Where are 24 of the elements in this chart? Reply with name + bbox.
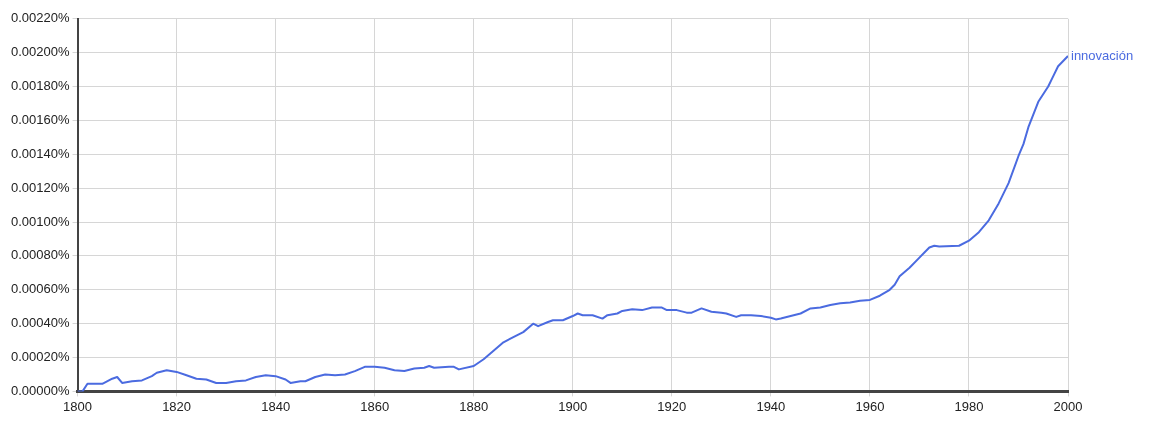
y-tick-label: 0.00120% xyxy=(10,179,70,195)
y-tick-label: 0.00040% xyxy=(10,315,70,331)
y-tick-label: 0.00060% xyxy=(10,281,70,297)
x-tick-label: 1980 xyxy=(954,398,984,414)
x-tick-label: 1960 xyxy=(855,398,885,414)
y-tick-label: 0.00220% xyxy=(10,10,70,26)
y-tick-label: 0.00080% xyxy=(10,247,70,263)
x-tick-label: 2000 xyxy=(1053,398,1083,414)
x-tick-label: 1920 xyxy=(657,398,687,414)
x-tick-label: 1820 xyxy=(162,398,192,414)
y-tick-label: 0.00200% xyxy=(10,44,70,60)
x-tick-label: 1880 xyxy=(459,398,489,414)
x-tick-label: 1840 xyxy=(261,398,291,414)
y-tick-label: 0.00160% xyxy=(10,112,70,127)
x-tick-label: 1860 xyxy=(360,398,390,414)
x-tick-label: 1800 xyxy=(63,398,93,414)
y-tick-label: 0.00180% xyxy=(10,78,70,94)
series-label: innovación xyxy=(1071,47,1134,63)
y-tick-label: 0.00000% xyxy=(10,382,70,398)
x-tick-label: 1940 xyxy=(756,398,786,414)
y-tick-label: 0.00020% xyxy=(10,349,70,365)
y-tick-label: 0.00100% xyxy=(10,213,70,229)
y-tick-label: 0.00140% xyxy=(10,145,70,161)
x-tick-label: 1900 xyxy=(558,398,588,414)
